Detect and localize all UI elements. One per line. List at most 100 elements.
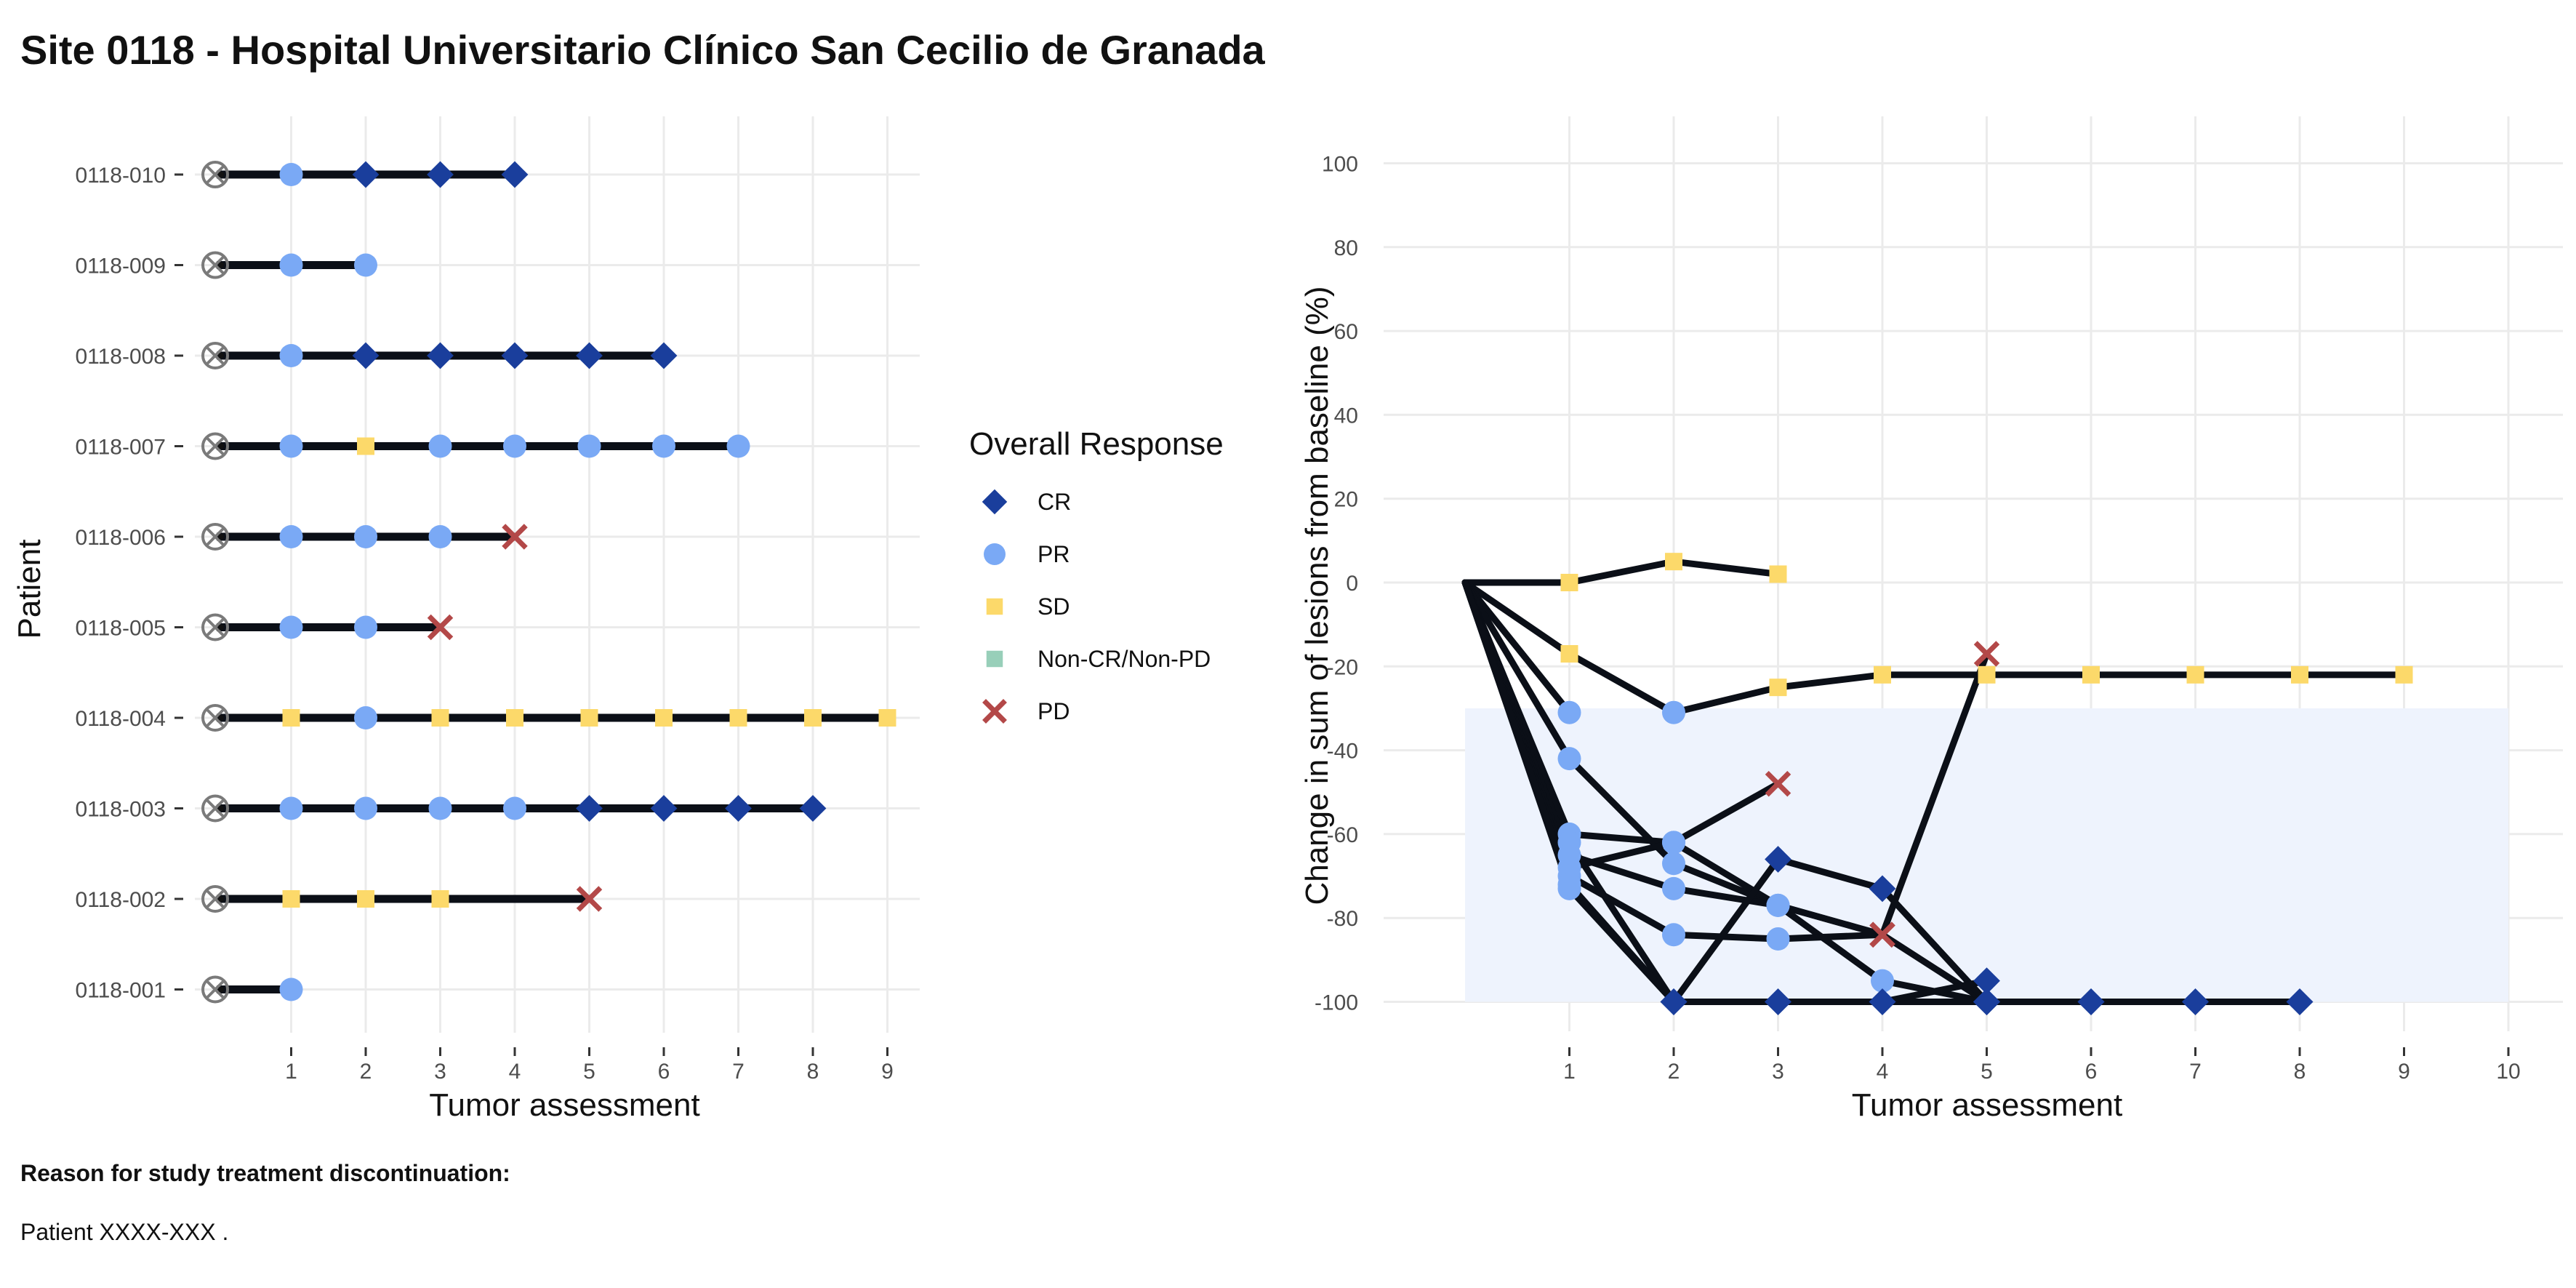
marker-pr: [577, 434, 601, 458]
baseline-cross-icon: [204, 798, 226, 819]
marker-sd: [506, 709, 523, 727]
series-line: [1461, 579, 2407, 716]
patient-label: 0118-006: [75, 526, 166, 550]
baseline-circle-icon: [201, 342, 229, 369]
marker-sd: [357, 437, 374, 455]
marker-pr: [428, 796, 452, 820]
marker-sd: [878, 709, 896, 727]
x-tick-label: 4: [509, 1060, 521, 1084]
marker-sd: [431, 709, 449, 727]
y-tick-label: 60: [1334, 320, 1358, 344]
marker-sd: [1769, 679, 1787, 697]
legend: Overall Response CR PR SD Non-CR/Non-PD PD: [969, 426, 1224, 724]
y-tick-label: -40: [1327, 740, 1358, 764]
marker-cr: [2286, 988, 2314, 1015]
series-line: [1461, 579, 1573, 716]
marker-sd: [2082, 665, 2100, 684]
baseline-cross-icon: [204, 255, 226, 276]
marker-pr: [279, 253, 303, 277]
baseline-cross-icon: [204, 888, 226, 910]
marker-cr: [650, 342, 678, 369]
marker-pr: [279, 796, 303, 820]
x-tick-label: 6: [2085, 1060, 2098, 1084]
x-tick-label: 2: [1668, 1060, 1680, 1084]
marker-sd: [1978, 665, 1996, 684]
patient-label: 0118-002: [75, 888, 166, 912]
marker-pr: [279, 163, 303, 186]
marker-pr: [1557, 873, 1581, 897]
marker-cr: [427, 342, 454, 369]
marker-cr: [1765, 846, 1791, 873]
baseline-circle-icon: [201, 251, 229, 279]
marker-sd: [1769, 565, 1787, 583]
marker-cr: [576, 795, 603, 822]
x-tick-label: 5: [583, 1060, 595, 1084]
baseline-dot: [218, 805, 224, 812]
y-axis-title: Patient: [12, 540, 47, 639]
baseline-circle-icon: [201, 432, 229, 460]
y-tick-label: -100: [1315, 991, 1358, 1015]
marker-pr: [1662, 852, 1685, 876]
marker-non-cr-non-pd: [986, 650, 1003, 668]
marker-sd: [282, 709, 300, 727]
x-axis-title: Tumor assessment: [429, 1087, 699, 1123]
marker-pr: [1662, 923, 1685, 947]
x-tick-label: 6: [658, 1060, 670, 1084]
marker-cr: [501, 161, 529, 188]
legend-label: Non-CR/Non-PD: [1038, 646, 1211, 672]
marker-sd: [282, 890, 300, 908]
y-axis-title: Change in sum of lesions from baseline (…: [1299, 286, 1335, 905]
y-tick-label: 40: [1334, 404, 1358, 428]
x-tick-label: 7: [732, 1060, 745, 1084]
series-line: [1461, 558, 1781, 586]
marker-sd: [804, 709, 822, 727]
marker-pr: [354, 615, 377, 639]
legend-title: Overall Response: [969, 426, 1224, 462]
marker-cr: [1765, 988, 1791, 1015]
baseline-circle-icon: [201, 523, 229, 551]
marker-sd: [357, 890, 374, 908]
x-tick-label: 10: [2496, 1060, 2520, 1084]
marker-pr: [503, 434, 526, 458]
baseline-circle-icon: [201, 613, 229, 641]
series-line: [1461, 579, 1990, 1005]
marker-pr: [1557, 747, 1581, 771]
marker-sd: [1665, 553, 1682, 571]
marker-pr: [279, 434, 303, 458]
marker-cr: [2077, 988, 2105, 1015]
x-axis-title: Tumor assessment: [1852, 1087, 2122, 1123]
marker-pr: [1557, 700, 1581, 724]
marker-pd: [576, 886, 603, 912]
baseline-circle-icon: [201, 161, 229, 188]
baseline-dot: [218, 443, 224, 449]
marker-pr: [1662, 700, 1685, 724]
discontinuation-heading: Reason for study treatment discontinuati…: [20, 1160, 510, 1186]
baseline-dot: [218, 715, 224, 721]
marker-pr: [354, 796, 377, 820]
baseline-dot: [218, 353, 224, 359]
marker-pd: [1869, 921, 1895, 948]
marker-pr: [354, 706, 377, 729]
patient-label: 0118-010: [75, 164, 166, 188]
marker-cr: [352, 342, 380, 369]
x-tick-label: 1: [1563, 1060, 1576, 1084]
baseline-circle-icon: [201, 885, 229, 913]
marker-sd: [2291, 665, 2308, 684]
discontinuation-text: Patient XXXX-XXX .: [20, 1219, 229, 1245]
marker-cr: [1869, 875, 1896, 903]
patient-label: 0118-009: [75, 255, 166, 279]
patient-label: 0118-003: [75, 798, 166, 822]
marker-pd: [427, 614, 454, 641]
marker-pr: [279, 615, 303, 639]
y-tick-label: 20: [1334, 488, 1358, 512]
marker-cr: [1869, 988, 1896, 1015]
marker-cr: [352, 161, 380, 188]
marker-pr: [354, 525, 377, 548]
marker-pr: [503, 796, 526, 820]
patient-label: 0118-008: [75, 345, 166, 369]
marker-pr: [354, 253, 377, 277]
baseline-dot: [218, 896, 224, 902]
marker-sd: [1874, 665, 1891, 684]
baseline-dot: [218, 534, 224, 540]
